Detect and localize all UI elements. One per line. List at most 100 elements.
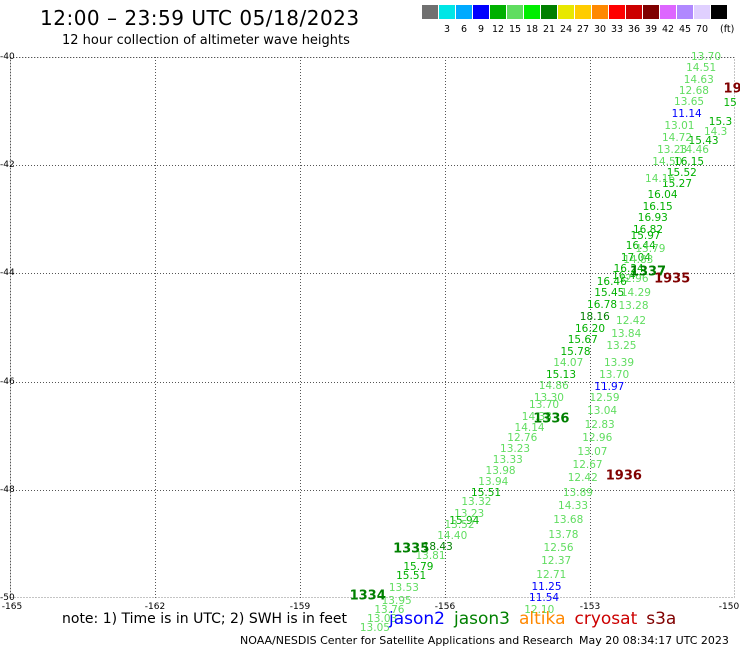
wave-height-value: 13.01 (664, 120, 695, 133)
wave-height-value: 13.39 (603, 356, 635, 369)
pass-label: 1335 (393, 541, 430, 557)
wave-height-value: 14.38 (521, 410, 552, 423)
legend-swatch (592, 5, 608, 19)
legend-swatch (456, 5, 472, 19)
legend-label: 70 (695, 24, 709, 35)
wave-height-value: 13.33 (492, 454, 523, 467)
wave-height-value: 16.15 (674, 156, 705, 169)
legend-swatch (524, 5, 540, 19)
satellite-legend: jason2 jason3 altika cryosat s3a (389, 609, 685, 629)
legend-swatch (694, 5, 710, 19)
wave-height-value: 12.76 (507, 432, 538, 445)
wave-height-value: 14.29 (620, 287, 651, 300)
satellite-name: altika (519, 609, 566, 629)
wave-height-value: 13.53 (388, 582, 419, 595)
legend-swatch (541, 5, 557, 19)
legend-label: 21 (542, 24, 556, 35)
legend-swatch (490, 5, 506, 19)
wave-height-value: 14.40 (437, 529, 468, 542)
wave-height-value: 15.45 (594, 287, 625, 300)
wave-height-value: 13.76 (374, 603, 405, 616)
wave-height-value: 14.3 (703, 125, 728, 138)
wave-height-value: 15.97 (630, 229, 661, 242)
wave-height-value: 13.70 (690, 51, 722, 63)
wave-height-value: 15.51 (396, 570, 427, 583)
legend-label: 3 (443, 24, 451, 35)
wave-height-value: 14.07 (553, 356, 584, 369)
wave-height-value: 16.4 (612, 270, 636, 283)
wave-height-value: 13.95 (381, 594, 412, 607)
footer-note: note: 1) Time is in UTC; 2) SWH is in fe… (62, 611, 348, 627)
wave-height-value: 11.14 (671, 107, 702, 120)
wave-height-value: 13.89 (562, 486, 593, 499)
wave-height-value: 13.94 (478, 475, 509, 488)
wave-height-value: 11.54 (529, 592, 560, 604)
legend-label: 42 (661, 24, 675, 35)
wave-height-value: 13.28 (618, 299, 649, 312)
legend-label: 45 (678, 24, 692, 35)
wave-height-value: 15.52 (666, 167, 697, 180)
legend-label: 27 (576, 24, 590, 35)
wave-height-value: 16.78 (587, 298, 618, 311)
wave-height-value: 13.30 (533, 391, 564, 404)
legend-label: 6 (460, 24, 468, 35)
wave-height-value: 13.23 (657, 144, 688, 157)
longitude-label: -162 (144, 602, 166, 612)
pass-label: 1336 (533, 411, 570, 427)
wave-height-value: 12.59 (589, 391, 620, 404)
longitude-label: -156 (434, 602, 456, 612)
grid-lines (10, 57, 736, 599)
wave-height-value: 14.83 (623, 253, 654, 266)
wave-height-value: 16.46 (596, 275, 627, 288)
legend-swatch (609, 5, 625, 19)
timestamp-text: May 20 08:34:17 UTC 2023 (579, 634, 729, 647)
longitude-label: -150 (718, 602, 740, 612)
wave-height-value: 12.42 (567, 471, 598, 484)
wave-height-value: 14.46 (678, 144, 709, 157)
credit-text: NOAA/NESDIS Center for Satellite Applica… (240, 634, 574, 647)
wave-height-value: 16.82 (632, 224, 664, 237)
wave-height-value: 13.03 (367, 612, 398, 625)
map-title: 12:00 – 23:59 UTC 05/18/2023 (40, 6, 360, 30)
pass-label: 1337 (629, 264, 667, 280)
wave-height-value: 15.27 (661, 178, 693, 191)
map-plot-area: 13.70 14.51 14.63 12.68 13.65 11.14 13.01 14.72… (10, 51, 740, 634)
wave-height-value: 12.71 (536, 569, 567, 582)
pass-label: 1334 (349, 588, 386, 604)
wave-height-value: 15.78 (560, 345, 591, 358)
legend-label: 24 (559, 24, 573, 35)
legend-swatch (643, 5, 659, 19)
latitude-label: -40 (0, 52, 15, 62)
wave-height-value: 12.42 (616, 315, 647, 327)
wave-height-value: 15 (723, 96, 737, 109)
wave-height-value: 13.65 (674, 96, 705, 109)
wave-height-value: 13.04 (587, 405, 618, 418)
legend-swatch (711, 5, 727, 19)
latitude-label: -42 (0, 160, 15, 171)
wave-height-value: 12.37 (541, 555, 572, 568)
wave-height-value: 13.05 (359, 621, 390, 634)
wave-height-value: 14.33 (558, 500, 589, 513)
wave-height-value: 13.79 (635, 243, 666, 256)
legend-label: 39 (644, 24, 658, 35)
wave-height-value: 16.44 (625, 240, 656, 253)
wave-height-value: 13.98 (485, 464, 516, 477)
wave-height-value: 12.56 (543, 542, 574, 555)
satellite-name: s3a (646, 609, 677, 629)
wave-height-value: 12.96 (582, 432, 613, 445)
legend-swatch (626, 5, 642, 19)
wave-height-value: 14.63 (683, 73, 714, 86)
wave-height-value: 13.70 (529, 398, 560, 411)
latitude-label: -50 (0, 593, 15, 603)
latitude-label: -44 (0, 268, 15, 279)
wave-height-value: 13.25 (606, 340, 637, 353)
satellite-name: jason3 (454, 609, 510, 629)
legend-swatch (473, 5, 489, 19)
wave-height-value: 16.15 (642, 200, 673, 213)
legend-label: 12 (491, 24, 505, 35)
wave-height-value: 13.23 (500, 443, 531, 456)
legend-swatch (660, 5, 676, 19)
legend-swatch (507, 5, 523, 19)
wave-height-value: 13.32 (461, 495, 492, 508)
satellite-name: cryosat (574, 609, 638, 629)
